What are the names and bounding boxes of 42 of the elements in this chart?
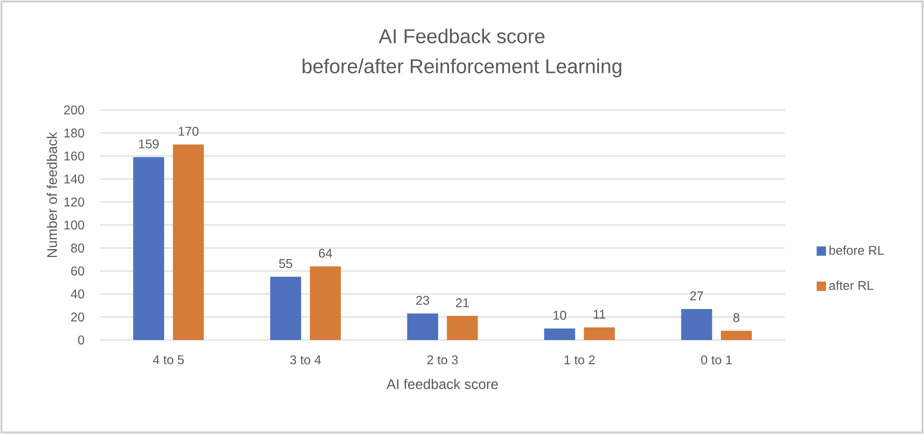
data-label: 159	[139, 139, 159, 148]
bar	[407, 314, 438, 340]
y-axis-title: Number of feedback	[46, 132, 58, 257]
y-tick-label: 160	[64, 152, 84, 160]
bar	[172, 144, 204, 340]
data-label: 21	[456, 298, 469, 308]
data-label: 170	[178, 126, 198, 136]
data-label: 64	[318, 248, 332, 258]
x-tick-label: 1 to 2	[564, 355, 595, 364]
x-tick-label: 0 to 1	[701, 355, 732, 364]
data-label: 23	[416, 296, 430, 305]
data-label: 55	[279, 259, 292, 268]
x-axis-title: AI feedback score	[386, 378, 498, 390]
bar	[310, 266, 341, 340]
y-tick-label: 140	[64, 174, 84, 184]
y-tick-label: 40	[70, 290, 84, 298]
bar	[544, 328, 576, 340]
data-label: 11	[594, 310, 606, 319]
x-tick-label: 3 to 4	[290, 355, 321, 364]
chart-subtitle: before/after Reinforcement Learning	[302, 58, 622, 78]
data-label: 27	[690, 291, 704, 300]
y-tick-label: 180	[64, 128, 84, 138]
x-tick-label: 4 to 5	[152, 355, 184, 364]
data-label: 8	[733, 313, 740, 322]
bar	[584, 327, 615, 340]
y-tick-label: 20	[71, 312, 84, 322]
y-tick-label: 60	[71, 266, 84, 276]
x-tick-label: 2 to 3	[427, 355, 458, 364]
y-tick-label: 100	[64, 220, 84, 230]
legend-label: before RL	[829, 246, 884, 255]
y-tick-label: 200	[64, 106, 84, 114]
bar	[133, 157, 164, 340]
legend-label: after RL	[829, 280, 874, 290]
y-tick-label: 120	[64, 198, 84, 206]
bar	[446, 316, 478, 340]
bar	[720, 330, 752, 340]
bar	[681, 308, 712, 340]
bar	[270, 276, 302, 340]
data-label: 10	[554, 310, 566, 320]
y-tick-label: 0	[78, 336, 84, 344]
chart-title: AI Feedback score	[378, 28, 544, 44]
y-tick-label: 80	[71, 244, 84, 252]
